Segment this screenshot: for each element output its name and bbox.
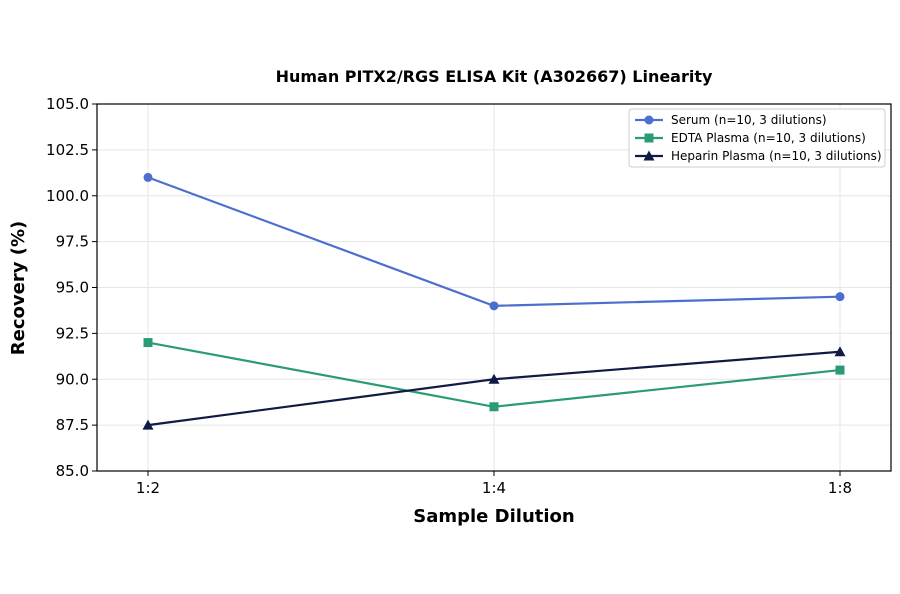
legend-marker: [644, 115, 654, 125]
x-tick-label: 1:2: [136, 479, 160, 497]
y-tick-label: 97.5: [56, 233, 89, 251]
legend-label: Serum (n=10, 3 dilutions): [671, 113, 827, 127]
y-tick-label: 100.0: [46, 187, 89, 205]
x-tick-label: 1:8: [828, 479, 852, 497]
data-point: [143, 172, 153, 182]
y-tick-label: 87.5: [56, 416, 89, 434]
chart-title: Human PITX2/RGS ELISA Kit (A302667) Line…: [276, 67, 713, 86]
y-tick-label: 85.0: [56, 462, 89, 480]
series-1: [143, 172, 845, 311]
legend-label: Heparin Plasma (n=10, 3 dilutions): [671, 149, 882, 163]
y-axis: 85.0 87.5 90.0 92.5 95.0 97.5 100.0 102.5 105.0: [46, 95, 97, 480]
y-tick-label: 105.0: [46, 95, 89, 113]
legend-marker: [644, 133, 654, 143]
legend-box: [628, 108, 886, 168]
data-point: [834, 346, 846, 357]
series-2: [143, 338, 845, 412]
y-tick-label: 95.0: [56, 279, 89, 297]
series-layer: [142, 172, 846, 430]
x-tick-label: 1:4: [482, 479, 506, 497]
series-3: [142, 346, 846, 430]
data-point: [489, 402, 499, 412]
y-tick-label: 92.5: [56, 324, 89, 342]
legend-label: EDTA Plasma (n=10, 3 dilutions): [671, 131, 866, 145]
y-axis-label: Recovery (%): [8, 221, 29, 355]
data-point: [488, 373, 500, 384]
data-point: [489, 301, 499, 311]
data-point: [143, 338, 153, 348]
data-point: [835, 292, 845, 302]
data-point: [835, 365, 845, 375]
y-tick-label: 102.5: [46, 141, 89, 159]
data-point: [142, 419, 154, 430]
legend-entry: Heparin Plasma (n=10, 3 dilutions): [635, 149, 882, 163]
legend-entry: EDTA Plasma (n=10, 3 dilutions): [635, 131, 866, 145]
legend-entry: Serum (n=10, 3 dilutions): [635, 113, 827, 127]
legend: Serum (n=10, 3 dilutions) EDTA Plasma (n=…: [628, 108, 886, 168]
legend-marker: [643, 150, 655, 161]
x-axis-label: Sample Dilution: [413, 506, 574, 527]
x-axis: 1:2 1:4 1:8: [136, 471, 852, 497]
y-tick-label: 90.0: [56, 370, 89, 388]
